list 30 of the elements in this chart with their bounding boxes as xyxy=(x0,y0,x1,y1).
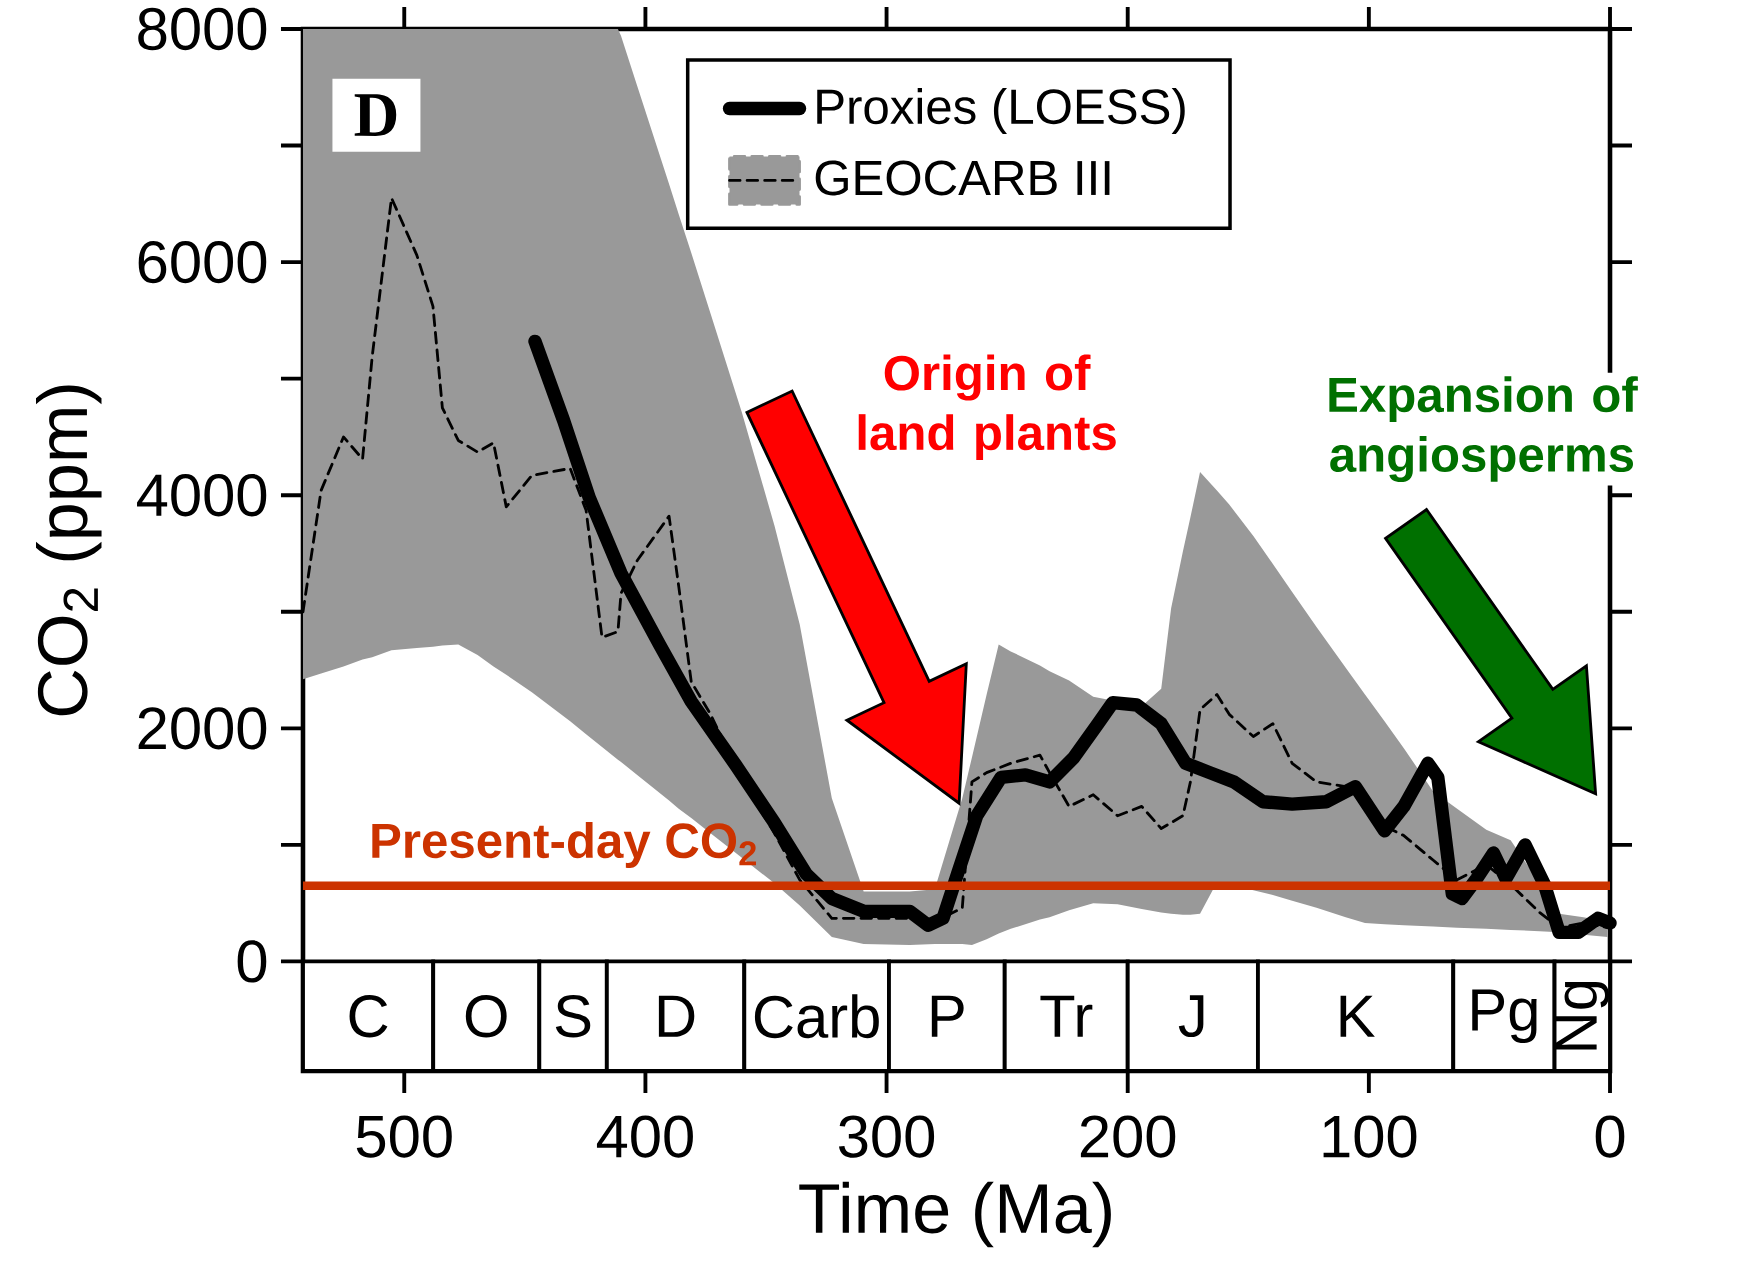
legend-label: Proxies (LOESS) xyxy=(817,88,1185,134)
band-label: O xyxy=(465,995,507,1038)
y-tick-label: 4000 xyxy=(137,474,267,517)
band-label: Tr xyxy=(1040,995,1093,1037)
band-label: S xyxy=(555,995,591,1038)
band-label: Ng xyxy=(1555,981,1610,1050)
band-label: D xyxy=(658,995,695,1037)
x-tick-label: 300 xyxy=(838,1115,935,1158)
annotation: Expansion of angiosperms xyxy=(1329,376,1638,483)
annotation: Origin of land plants xyxy=(858,354,1116,461)
y-tick-label: 6000 xyxy=(138,240,267,284)
band-label: Pg xyxy=(1472,989,1537,1043)
ref-line-label: Present-day CO$_{2}$ xyxy=(372,822,756,868)
y-tick-label: 0 xyxy=(237,940,267,983)
annotation: D xyxy=(354,94,397,136)
band-label: P xyxy=(931,995,964,1037)
x-tick-label: 500 xyxy=(356,1115,452,1158)
band-label: C xyxy=(349,995,388,1038)
y-axis-title: CO$_{2}$ (ppm) xyxy=(36,385,102,716)
y-tick-label: 8000 xyxy=(138,7,267,51)
x-tick-label: 400 xyxy=(596,1115,693,1158)
band-label: J xyxy=(1178,995,1204,1038)
x-tick-label: 0 xyxy=(1595,1115,1625,1158)
x-tick-label: 100 xyxy=(1323,1115,1417,1158)
x-axis-title: Time (Ma) xyxy=(799,1181,1111,1248)
band-label: K xyxy=(1340,995,1375,1037)
x-tick-label: 200 xyxy=(1080,1115,1176,1158)
legend-label: GEOCARB III xyxy=(815,160,1110,196)
y-tick-label: 2000 xyxy=(138,707,267,750)
band-label: Carb xyxy=(754,994,879,1039)
